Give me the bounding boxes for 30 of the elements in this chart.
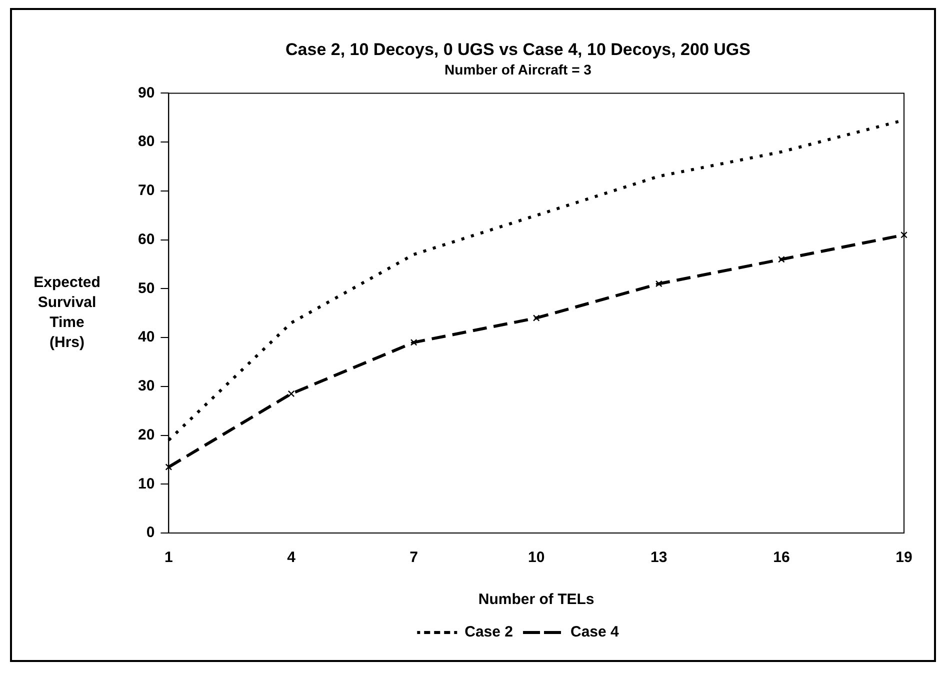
y-tick-label: 20 [138,426,155,444]
legend-label: Case 2 [464,624,514,641]
y-tick-label: 30 [138,378,155,395]
chart-title: Case 2, 10 Decoys, 0 UGS vs Case 4, 10 Decoys, 200 UGS [286,40,750,59]
point [165,464,172,470]
y-tick-label: 0 [146,524,155,542]
y-tick-label: 40 [138,328,155,346]
x-tick-label: 4 [287,549,296,566]
y-tick-label: 50 [138,280,155,297]
point [900,231,908,238]
y-tick-label: 60 [138,230,155,248]
x-axis-title: Number of TELs [478,591,594,608]
x-tick-label: 16 [773,549,790,566]
point [778,256,785,263]
y-tick-label: 10 [138,475,155,492]
y-tick-label: 90 [138,84,155,102]
y-axis-title: Expected Survival Time (Hrs) [34,274,100,352]
y-tick-label: 80 [138,133,155,150]
x-tick-label: 7 [410,549,418,566]
x-tick-label: 13 [650,549,668,566]
y-tick-label: 70 [138,182,155,200]
legend-label: Case 4 [570,624,620,641]
point [532,314,540,322]
x-tick-label: 19 [896,549,912,566]
x-tick-label: 10 [528,549,545,566]
chart-subtitle: Number of Aircraft = 3 [444,62,592,78]
point [410,338,418,346]
x-tick-label: 1 [164,549,173,566]
point [655,280,662,288]
point [288,390,295,398]
